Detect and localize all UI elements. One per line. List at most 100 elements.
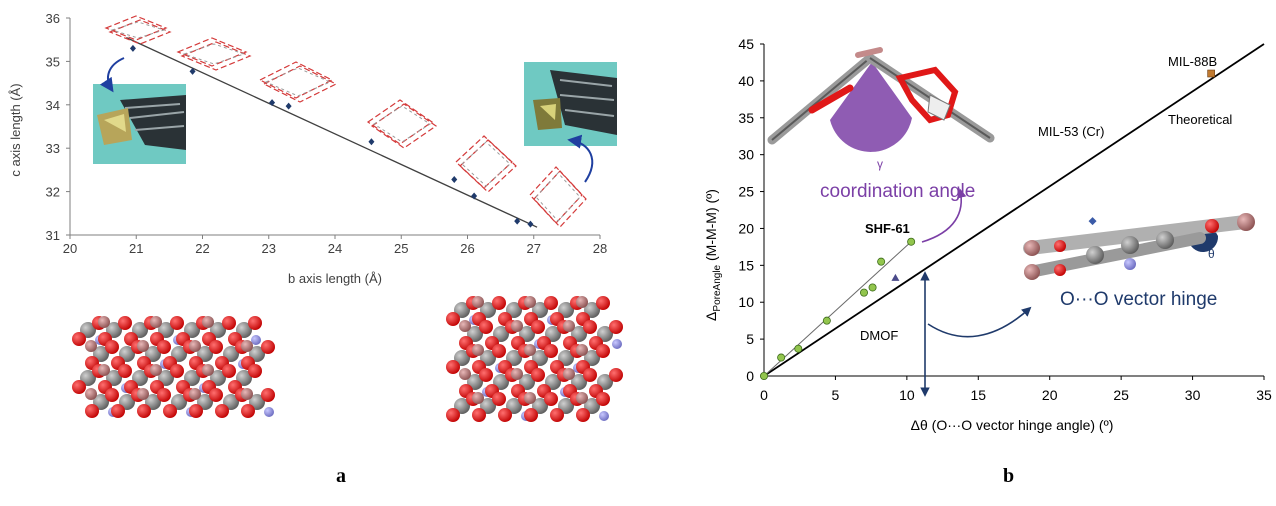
- panel-b-chart: 0 5 10 15 20 25 30 35 0 5 10 15 20 25 30 35 40 45 Δθ (O··…: [703, 36, 1272, 433]
- dmof-arrow: [927, 306, 1032, 338]
- panel-a-ytick-label: 31: [46, 228, 60, 243]
- crystal-photo-left: [93, 84, 186, 164]
- panel-a-data-point: [285, 102, 292, 110]
- panel-b-ylabel: ΔPoreAngle (M-M-M) (º): [703, 189, 723, 321]
- theta-label: θ: [1208, 247, 1215, 261]
- panel-a-xtick-label: 22: [195, 241, 209, 256]
- framework-structure-right: [446, 296, 623, 422]
- panel-a-data-point: [189, 67, 196, 75]
- mil88b-data-point: [1207, 69, 1215, 78]
- mil88b-label: MIL-88B: [1168, 54, 1217, 69]
- crystal-photo-right: [524, 62, 617, 146]
- shf61-data-point: [860, 288, 869, 297]
- panel-b-ytick-label: 35: [738, 110, 754, 126]
- panel-b-ytick-label: 20: [738, 220, 754, 236]
- panel-b-ytick-label: 10: [738, 294, 754, 310]
- lattice-rhombus-icon: [176, 37, 252, 71]
- panel-b-ytick-label: 40: [738, 73, 754, 89]
- shf61-data-point: [822, 316, 831, 325]
- panel-b-xtick-label: 35: [1256, 387, 1272, 403]
- panel-b-xtick-label: 10: [899, 387, 915, 403]
- lattice-rhombus-icon: [104, 15, 172, 45]
- lattice-rhombus-icons: [104, 15, 587, 228]
- panel-a-data-point: [269, 99, 276, 107]
- hinge-label: O···O vector hinge: [1060, 289, 1217, 310]
- framework-structure-left: [72, 316, 275, 418]
- panel-a-xtick-label: 27: [527, 241, 541, 256]
- panel-a-data-point: [451, 175, 458, 183]
- shf61-data-point: [777, 353, 786, 362]
- panel-a-ytick-label: 32: [46, 185, 60, 200]
- arrow-left-photo: [99, 57, 125, 93]
- panel-a-ytick-label: 33: [46, 141, 60, 156]
- arrow-right-photo: [567, 134, 594, 183]
- panel-b-xtick-label: 5: [832, 387, 840, 403]
- shf61-data-point: [877, 257, 886, 266]
- panel-b-ylabel-rest: (M-M-M) (º): [703, 189, 719, 265]
- theoretical-label: Theoretical: [1168, 112, 1232, 127]
- panel-a-data-point: [129, 44, 136, 52]
- shf61-data-point: [794, 344, 803, 353]
- coordination-angle-label: coordination angle: [820, 181, 975, 202]
- panel-b-ytick-label: 15: [738, 257, 754, 273]
- panel-a-xtick-label: 25: [394, 241, 408, 256]
- panel-a-xtick-label: 28: [593, 241, 607, 256]
- panel-a-xlabel: b axis length (Å): [288, 271, 382, 286]
- panel-a-trendline: [126, 36, 538, 228]
- panel-a-ytick-label: 36: [46, 11, 60, 26]
- panel-b-xlabel: Δθ (O···O vector hinge angle) (º): [911, 417, 1114, 433]
- shf61-data-point: [760, 371, 769, 380]
- theoretical-line: [763, 43, 1265, 377]
- panel-a-ticks: 20 21 22 23 24 25 26 27 28 31 32 33 34 35 36: [46, 11, 608, 256]
- panel-a-chart: 20 21 22 23 24 25 26 27 28 31 32 33 34 35 36 b axis le…: [8, 11, 623, 422]
- panel-b-ytick-label: 30: [738, 147, 754, 163]
- shf61-label: SHF-61: [865, 221, 910, 236]
- panel-a-ylabel: c axis length (Å): [8, 83, 23, 176]
- mil53-label: MIL-53 (Cr): [1038, 124, 1104, 139]
- panel-b-xtick-label: 20: [1042, 387, 1058, 403]
- dmof-data-point: [891, 273, 900, 281]
- panel-b-ytick-label: 5: [746, 331, 754, 347]
- panel-b-lines: [763, 43, 1265, 377]
- shf61-data-point: [907, 237, 916, 246]
- panel-a-points: [129, 44, 534, 228]
- panel-a-xtick-label: 23: [262, 241, 276, 256]
- panel-a-data-point: [471, 192, 478, 200]
- panel-a-label: a: [336, 465, 346, 487]
- panel-a-data-point: [368, 138, 375, 146]
- panel-b-xtick-label: 15: [970, 387, 986, 403]
- panel-a-xtick-label: 24: [328, 241, 342, 256]
- panel-b-ylabel-main: Δ: [703, 312, 719, 321]
- panel-b-ticks: 0 5 10 15 20 25 30 35 0 5 10 15 20 25 30 35 40 45: [738, 36, 1272, 403]
- panel-a-xtick-label: 26: [460, 241, 474, 256]
- coordination-molecule-graphic: [767, 47, 995, 152]
- shf61-data-point: [868, 283, 877, 292]
- panel-b-axes: [763, 44, 1264, 377]
- panel-b-points: [760, 69, 1215, 380]
- coordination-arrow: [921, 188, 967, 243]
- panel-a-ytick-label: 35: [46, 54, 60, 69]
- panel-a-data-point: [527, 220, 534, 228]
- panel-a-data-point: [514, 217, 521, 225]
- dmof-label: DMOF: [860, 328, 898, 343]
- panel-a-ytick-label: 34: [46, 98, 60, 113]
- panel-b-ylabel-sub: PoreAngle: [712, 264, 723, 311]
- panel-b-ytick-label: 45: [738, 36, 754, 52]
- lattice-rhombus-icon: [366, 99, 438, 149]
- panel-b-xtick-label: 30: [1185, 387, 1201, 403]
- panel-a-xtick-label: 20: [63, 241, 77, 256]
- panel-b-label: b: [1003, 465, 1015, 487]
- lattice-rhombus-icon: [455, 135, 517, 193]
- lattice-rhombus-icon: [529, 166, 587, 228]
- hinge-molecule-graphic: [1023, 213, 1255, 280]
- panel-b-xtick-label: 25: [1113, 387, 1129, 403]
- panel-b-ytick-label: 25: [738, 184, 754, 200]
- panel-b-xtick-label: 0: [760, 387, 768, 403]
- lattice-rhombus-icon: [258, 61, 338, 103]
- panel-a-fit-line: [126, 36, 538, 228]
- shf61-fit-line: [763, 241, 912, 377]
- mil53-data-point: [1088, 217, 1097, 226]
- panel-a-xtick-label: 21: [129, 241, 143, 256]
